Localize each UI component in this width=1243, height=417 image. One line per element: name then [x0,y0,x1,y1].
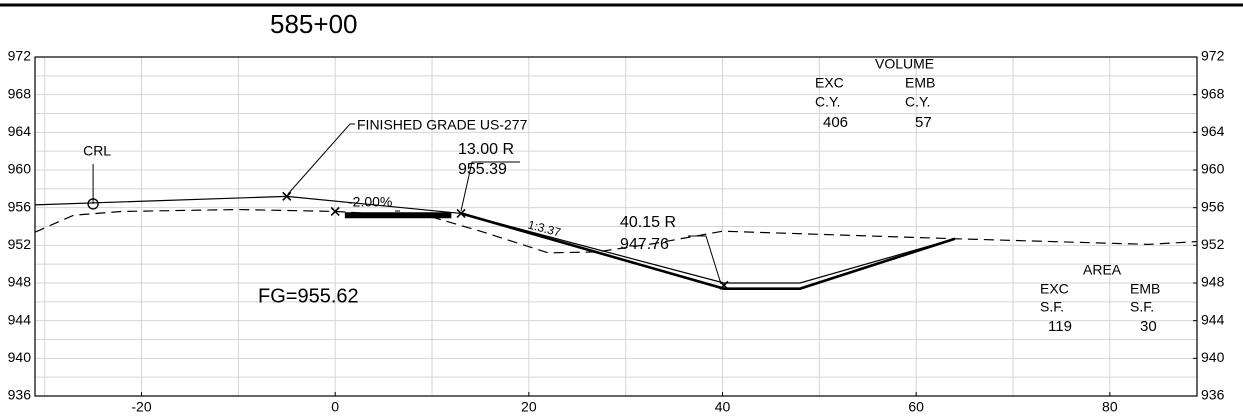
table-header: EXC [815,75,844,91]
y2-tick-label: 956 [1201,198,1225,214]
annotation: 947.76 [620,236,669,253]
leader [460,161,520,212]
y-tick-label: 936 [8,387,32,403]
point-marker [282,191,292,201]
table-value: 30 [1140,318,1157,335]
x-tick-label: 40 [715,399,731,415]
y-tick-label: 948 [8,274,32,290]
annotation: FINISHED GRADE US-277 [357,117,528,133]
y-tick-label: 952 [8,236,32,252]
crl-marker [87,198,99,210]
y-tick-label: 972 [8,48,32,64]
y-tick-label: 956 [8,198,32,214]
table-unit: C.Y. [905,94,930,110]
x-tick-label: 20 [521,399,537,415]
table-header: EMB [1130,281,1160,297]
y-tick-label: 968 [8,85,32,101]
leader [688,235,722,285]
y-tick-label: 940 [8,349,32,365]
plot: CRL [34,143,1198,290]
y2-tick-label: 936 [1201,387,1225,403]
annotation: 40.15 R [620,214,676,231]
y2-tick-label: 972 [1201,48,1225,64]
y-tick-label: 960 [8,161,32,177]
point-marker [330,206,340,216]
table-unit: S.F. [1130,299,1154,315]
table-title: AREA [1083,262,1122,278]
table-value: 406 [823,114,848,131]
table-title: VOLUME [875,56,934,72]
grid [35,57,1197,396]
table-header: EXC [1040,281,1069,297]
point-marker [456,208,466,218]
y2-tick-label: 940 [1201,349,1225,365]
x-tick-label: 0 [331,399,339,415]
y2-tick-label: 960 [1201,161,1225,177]
leader [287,123,355,195]
table-unit: S.F. [1040,299,1064,315]
y2-tick-label: 948 [1201,274,1225,290]
x-tick-label: -20 [131,399,151,415]
table-value: 119 [1048,318,1072,335]
table-value: 57 [915,114,932,131]
y2-tick-label: 968 [1201,85,1225,101]
series-line [34,208,1198,254]
annotation: 13.00 R [458,141,514,158]
x-tick-label: 80 [1102,399,1118,415]
y2-tick-label: 964 [1201,123,1225,139]
x-tick-label: 60 [908,399,924,415]
table-header: EMB [905,75,935,91]
series-line [460,212,956,290]
series-line [34,195,956,284]
annotation: -2.00% [348,194,392,210]
point-marker [719,280,729,290]
table-unit: C.Y. [815,94,840,110]
chart-title: 585+00 [270,9,357,39]
y2-tick-label: 944 [1201,311,1225,327]
y2-tick-label: 952 [1201,236,1225,252]
y-tick-label: 944 [8,311,32,327]
y-tick-label: 964 [8,123,32,139]
crl-label: CRL [83,143,111,159]
plot-frame [34,56,1198,397]
annotation: 955.39 [458,161,507,178]
annotation: FG=955.62 [258,285,359,307]
